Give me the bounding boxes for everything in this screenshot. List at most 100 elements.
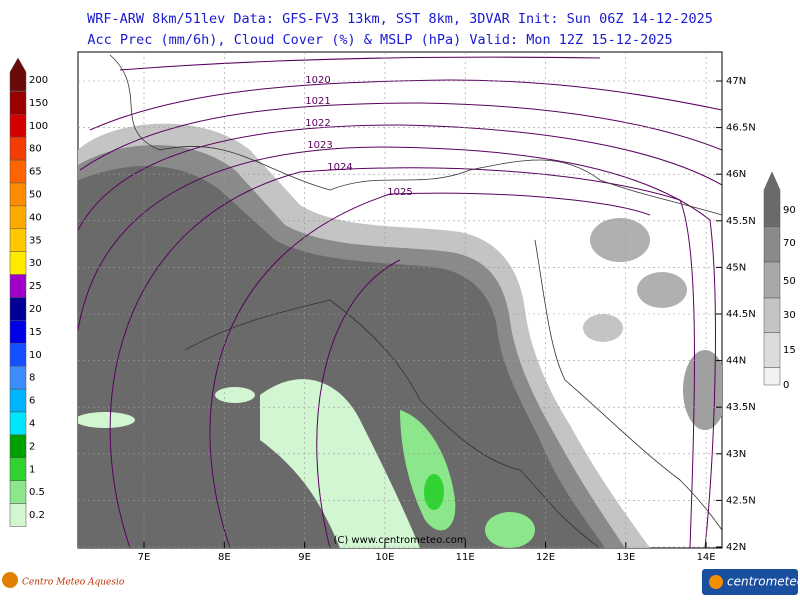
cloud-area [683, 350, 722, 430]
legend-label: 0.5 [29, 487, 45, 498]
legend-label: 8 [29, 373, 35, 384]
precip-area [260, 379, 420, 548]
lat-label: 43.5N [726, 402, 756, 413]
legend-label: 200 [29, 75, 48, 86]
legend-swatch [763, 367, 781, 386]
isobar-label: 1020 [305, 75, 330, 86]
legend-swatch [9, 182, 27, 207]
legend-swatch [763, 171, 781, 227]
legend-label: 4 [29, 419, 35, 430]
logo-text: centrometeo [727, 575, 800, 589]
legend-label: 50 [29, 190, 42, 201]
legend-swatch [9, 480, 27, 504]
legend-label: 100 [29, 121, 48, 132]
legend-swatch [9, 388, 27, 413]
lat-label: 42N [726, 542, 746, 553]
legend-label: 40 [29, 212, 42, 223]
legend-swatch [763, 297, 781, 333]
isobar [78, 124, 722, 231]
cloud-area [637, 272, 687, 308]
coastline [184, 299, 601, 548]
legend-swatch [763, 226, 781, 263]
lon-label: 9E [298, 552, 311, 563]
lat-label: 42.5N [726, 495, 756, 506]
legend-label: 50 [783, 276, 796, 287]
precip-area [485, 512, 535, 548]
map: (C) www.centrometeo.com [77, 51, 723, 549]
isobar-label: 1024 [327, 162, 352, 173]
logo-icon [709, 575, 723, 589]
legend-label: 90 [783, 205, 796, 216]
legend-label: 10 [29, 350, 42, 361]
isobar-label: 1025 [387, 187, 412, 198]
legend-swatch [763, 332, 781, 368]
legend-label: 20 [29, 304, 42, 315]
legend-label: 35 [29, 235, 42, 246]
isobar [119, 56, 601, 71]
legend-swatch [9, 503, 27, 527]
isobar [209, 192, 651, 548]
legend-swatch [763, 261, 781, 299]
legend-label: 15 [29, 327, 42, 338]
lon-label: 8E [218, 552, 231, 563]
lat-label: 46.5N [726, 123, 756, 134]
legend-label: 150 [29, 98, 48, 109]
legend-label: 2 [29, 441, 35, 452]
legend-label: 25 [29, 281, 42, 292]
lat-label: 45N [726, 262, 746, 273]
lat-label: 44.5N [726, 309, 756, 320]
isobar [78, 146, 716, 548]
legend-swatch [9, 91, 27, 115]
lon-label: 13E [616, 552, 635, 563]
legend-swatch [9, 159, 27, 184]
legend-swatch [9, 114, 27, 138]
legend-swatch [9, 411, 27, 436]
legend-label: 6 [29, 396, 35, 407]
lon-label: 12E [536, 552, 555, 563]
legend-label: 65 [29, 167, 42, 178]
lat-label: 45.5N [726, 216, 756, 227]
legend-swatch [9, 365, 27, 390]
legend-swatch [9, 343, 27, 367]
border [109, 54, 722, 216]
legend-swatch [9, 320, 27, 344]
isobar [316, 259, 401, 548]
legend-swatch [9, 251, 27, 275]
legend-label: 1 [29, 464, 35, 475]
legend-label: 15 [783, 345, 796, 356]
legend-label: 30 [783, 310, 796, 321]
isobar-label: 1022 [305, 118, 330, 129]
legend-label: 0.2 [29, 510, 45, 521]
legend-swatch [9, 274, 27, 298]
logo-icon [2, 572, 18, 588]
legend-swatch [9, 57, 27, 92]
lon-label: 7E [138, 552, 151, 563]
legend-label: 0 [783, 380, 789, 391]
lon-label: 11E [456, 552, 475, 563]
legend-label: 70 [783, 238, 796, 249]
left-logo: Centro Meteo Aquesio [2, 572, 125, 588]
legend-swatch [9, 228, 27, 252]
header-line: WRF-ARW 8km/51lev Data: GFS-FV3 13km, SS… [87, 11, 713, 27]
lat-label: 43N [726, 449, 746, 460]
isobar [89, 79, 722, 131]
lat-label: 46N [726, 169, 746, 180]
right-logo: centrometeo [702, 569, 800, 595]
isobar-label: 1023 [307, 140, 332, 151]
legend-swatch [9, 205, 27, 230]
cloud-area [583, 314, 623, 342]
logo-box [702, 569, 798, 595]
lon-label: 10E [375, 552, 394, 563]
legend-swatch [9, 434, 27, 459]
isobar [109, 167, 695, 548]
logo-text: Centro Meteo Aquesio [22, 578, 125, 588]
precip-area [78, 412, 135, 428]
lon-label: 14E [697, 552, 716, 563]
precip-area [215, 387, 255, 403]
legend-swatch [9, 297, 27, 321]
cloud-area [590, 218, 650, 262]
header-line: Acc Prec (mm/6h), Cloud Cover (%) & MSLP… [87, 32, 672, 48]
legend-swatch [9, 457, 27, 481]
legend-swatch [9, 136, 27, 161]
